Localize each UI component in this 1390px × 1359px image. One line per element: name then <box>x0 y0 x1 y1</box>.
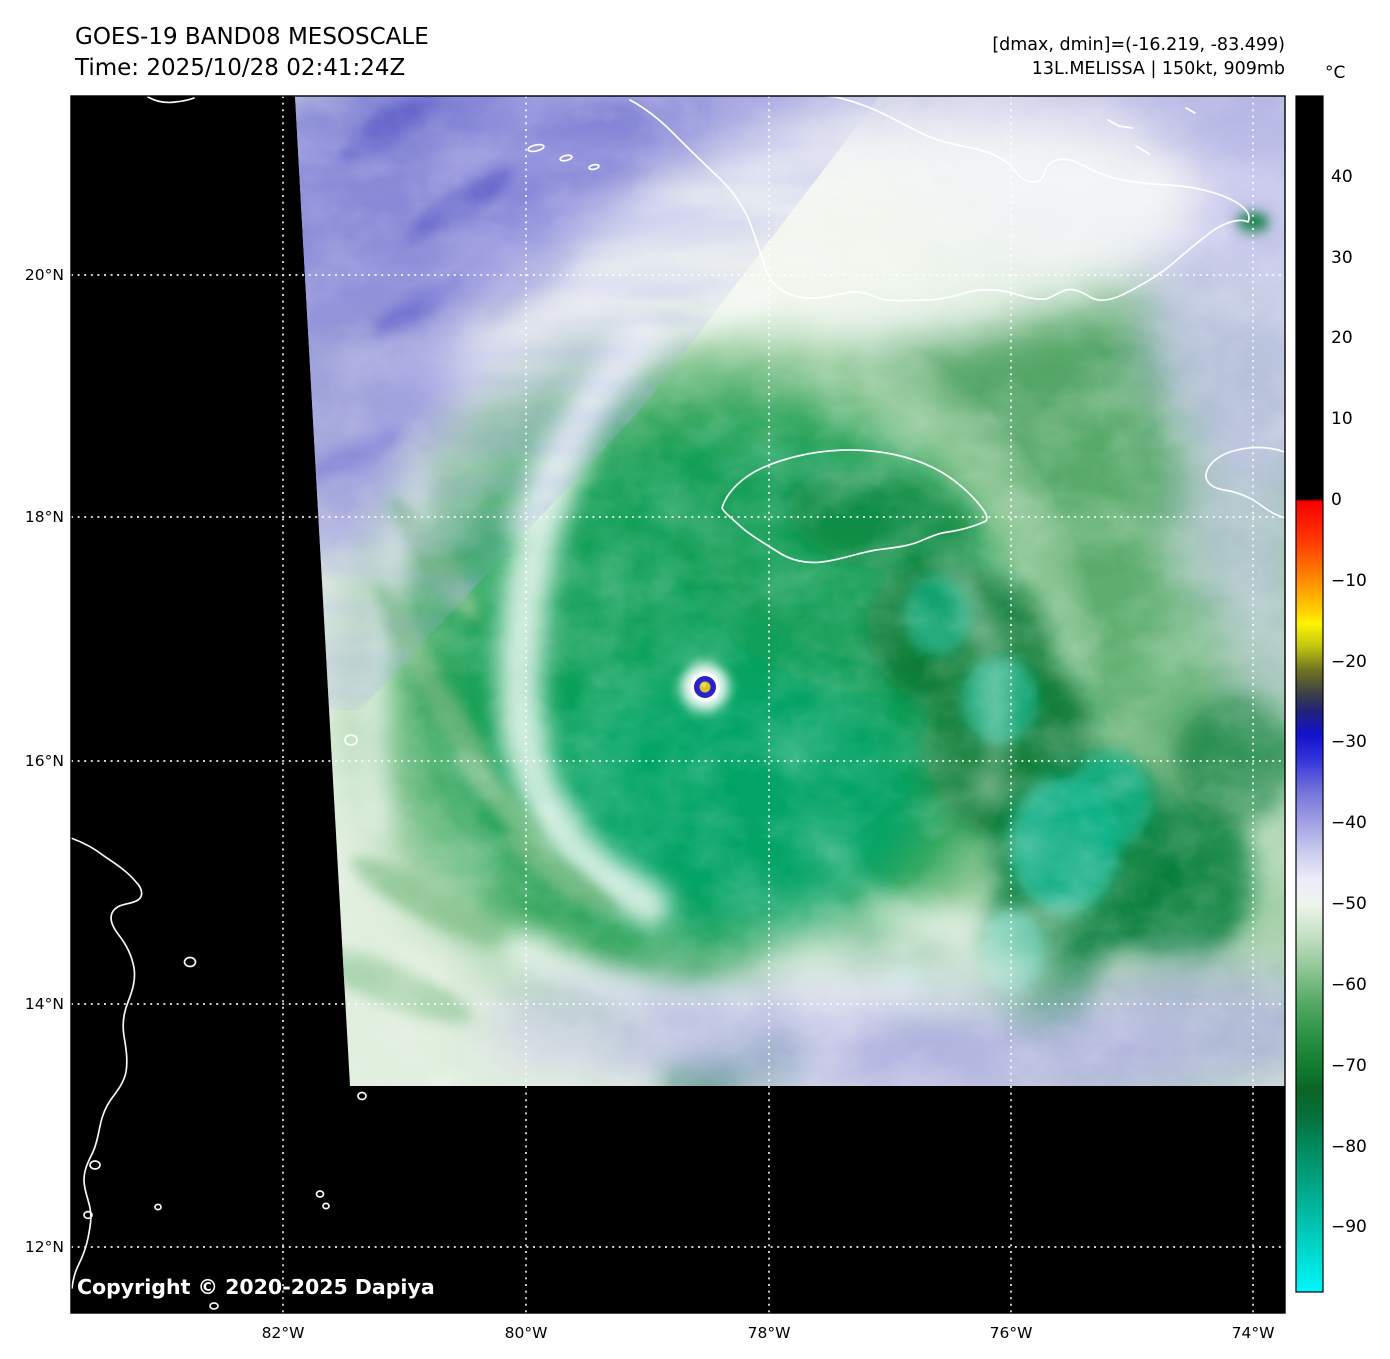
colorbar-unit-label: °C <box>1325 63 1346 83</box>
plot-border <box>70 95 1286 1314</box>
coastline-haiti <box>1205 446 1285 519</box>
colorbar-tick-label: −40 <box>1331 813 1367 834</box>
coastline-jamaica <box>721 449 988 564</box>
colorbar-tick-label: −80 <box>1331 1136 1367 1157</box>
storm-intensity-readout: 13L.MELISSA | 150kt, 909mb <box>1031 59 1285 79</box>
colorbar-tick-label: −10 <box>1331 570 1367 591</box>
longitude-tick-label: 82°W <box>261 1324 305 1342</box>
plot-area <box>70 95 1286 1314</box>
coastline-cuba <box>629 96 1250 302</box>
colorbar-tick-label: −20 <box>1331 651 1367 672</box>
latitude-tick-label: 12°N <box>24 1238 64 1256</box>
satellite-swath-imagery <box>295 96 1285 1086</box>
colorbar-tick-label: −60 <box>1331 974 1367 995</box>
colorbar-tick-label: 0 <box>1331 490 1342 511</box>
colorbar-tick-label: 40 <box>1331 166 1353 187</box>
latitude-tick-label: 14°N <box>24 995 64 1013</box>
product-title: GOES-19 BAND08 MESOSCALE <box>75 24 429 50</box>
coastline-central-america <box>71 837 143 1289</box>
colorbar-tick-label: −50 <box>1331 894 1367 915</box>
colorbar-gradient <box>1295 95 1324 1293</box>
latitude-tick-label: 16°N <box>24 752 64 770</box>
colorbar-tick-label: 10 <box>1331 409 1353 430</box>
dmax-dmin-readout: [dmax, dmin]=(-16.219, -83.499) <box>992 35 1285 55</box>
colorbar-tick-label: −70 <box>1331 1055 1367 1076</box>
colorbar-tick-label: 30 <box>1331 247 1353 268</box>
longitude-tick-label: 76°W <box>989 1324 1033 1342</box>
latitude-tick-label: 18°N <box>24 508 64 526</box>
latitude-tick-label: 20°N <box>24 266 64 284</box>
product-timestamp: Time: 2025/10/28 02:41:24Z <box>75 55 406 81</box>
longitude-tick-label: 78°W <box>747 1324 791 1342</box>
colorbar-tick-label: −90 <box>1331 1217 1367 1238</box>
hurricane-eye <box>681 663 729 711</box>
small-islands <box>83 107 1196 1310</box>
temperature-colorbar <box>1295 95 1324 1293</box>
colorbar-tick-label: 20 <box>1331 328 1353 349</box>
coastlines <box>71 96 1285 1310</box>
longitude-tick-label: 74°W <box>1231 1324 1275 1342</box>
coastline-west-cuba-fragment <box>147 96 195 104</box>
graticule-gridlines <box>71 96 1285 1313</box>
longitude-tick-label: 80°W <box>504 1324 548 1342</box>
copyright-label: Copyright © 2020-2025 Dapiya <box>77 1275 435 1299</box>
colorbar-tick-label: −30 <box>1331 732 1367 753</box>
eye-center-highlight <box>701 682 707 688</box>
